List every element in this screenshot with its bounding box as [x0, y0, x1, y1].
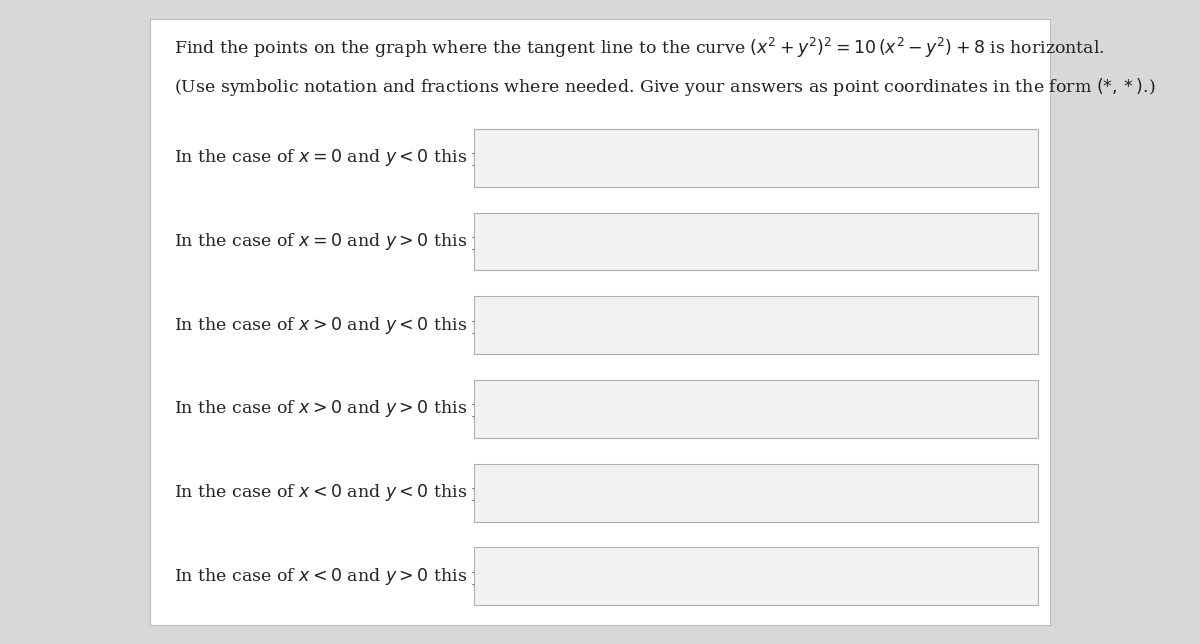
- Text: (Use symbolic notation and fractions where needed. Give your answers as point co: (Use symbolic notation and fractions whe…: [174, 76, 1156, 98]
- Text: In the case of $x > 0$ and $y > 0$ this point is: In the case of $x > 0$ and $y > 0$ this …: [174, 399, 538, 419]
- Text: In the case of $x < 0$ and $y < 0$ this point is: In the case of $x < 0$ and $y < 0$ this …: [174, 482, 538, 503]
- FancyBboxPatch shape: [474, 547, 1038, 605]
- FancyBboxPatch shape: [474, 129, 1038, 187]
- FancyBboxPatch shape: [474, 213, 1038, 270]
- Text: In the case of $x < 0$ and $y > 0$ this point is: In the case of $x < 0$ and $y > 0$ this …: [174, 566, 538, 587]
- FancyBboxPatch shape: [150, 19, 1050, 625]
- Text: In the case of $x = 0$ and $y < 0$ this point is: In the case of $x = 0$ and $y < 0$ this …: [174, 147, 538, 168]
- FancyBboxPatch shape: [474, 380, 1038, 438]
- Text: In the case of $x = 0$ and $y > 0$ this point is: In the case of $x = 0$ and $y > 0$ this …: [174, 231, 538, 252]
- FancyBboxPatch shape: [474, 464, 1038, 522]
- FancyBboxPatch shape: [474, 296, 1038, 354]
- Text: Find the points on the graph where the tangent line to the curve $(x^2 + y^2)^2 : Find the points on the graph where the t…: [174, 36, 1105, 61]
- Text: In the case of $x > 0$ and $y < 0$ this point is: In the case of $x > 0$ and $y < 0$ this …: [174, 315, 538, 336]
